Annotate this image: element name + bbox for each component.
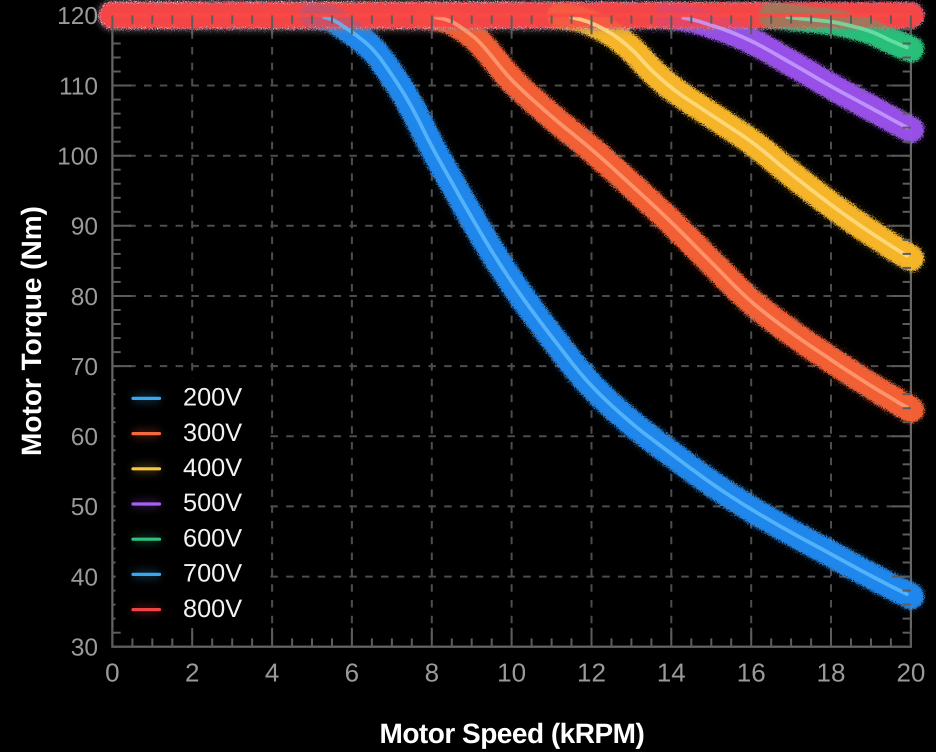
svg-text:400V: 400V: [183, 454, 242, 482]
svg-text:110: 110: [59, 73, 98, 100]
svg-text:800V: 800V: [183, 595, 242, 623]
svg-text:6: 6: [345, 658, 359, 688]
svg-text:600V: 600V: [183, 524, 242, 552]
svg-text:2: 2: [185, 658, 199, 688]
svg-text:700V: 700V: [183, 560, 242, 588]
svg-text:8: 8: [425, 658, 439, 688]
svg-text:90: 90: [71, 214, 98, 241]
svg-text:14: 14: [657, 658, 686, 688]
svg-text:12: 12: [577, 658, 606, 688]
svg-text:100: 100: [57, 144, 98, 171]
svg-text:300V: 300V: [183, 419, 242, 447]
svg-text:10: 10: [497, 658, 526, 688]
svg-text:50: 50: [71, 494, 98, 521]
svg-text:40: 40: [71, 564, 98, 591]
svg-text:Motor Torque (Nm): Motor Torque (Nm): [16, 206, 47, 456]
svg-text:80: 80: [71, 284, 98, 311]
svg-text:20: 20: [896, 658, 925, 688]
svg-text:16: 16: [737, 658, 766, 688]
svg-text:500V: 500V: [183, 489, 242, 517]
svg-text:70: 70: [71, 354, 98, 381]
svg-text:4: 4: [265, 658, 279, 688]
svg-text:0: 0: [105, 658, 119, 688]
svg-text:200V: 200V: [183, 384, 242, 412]
svg-text:30: 30: [71, 635, 98, 662]
svg-text:60: 60: [71, 424, 98, 451]
svg-text:120: 120: [57, 3, 98, 30]
svg-text:18: 18: [817, 658, 846, 688]
svg-text:Motor Speed (kRPM): Motor Speed (kRPM): [380, 718, 645, 749]
